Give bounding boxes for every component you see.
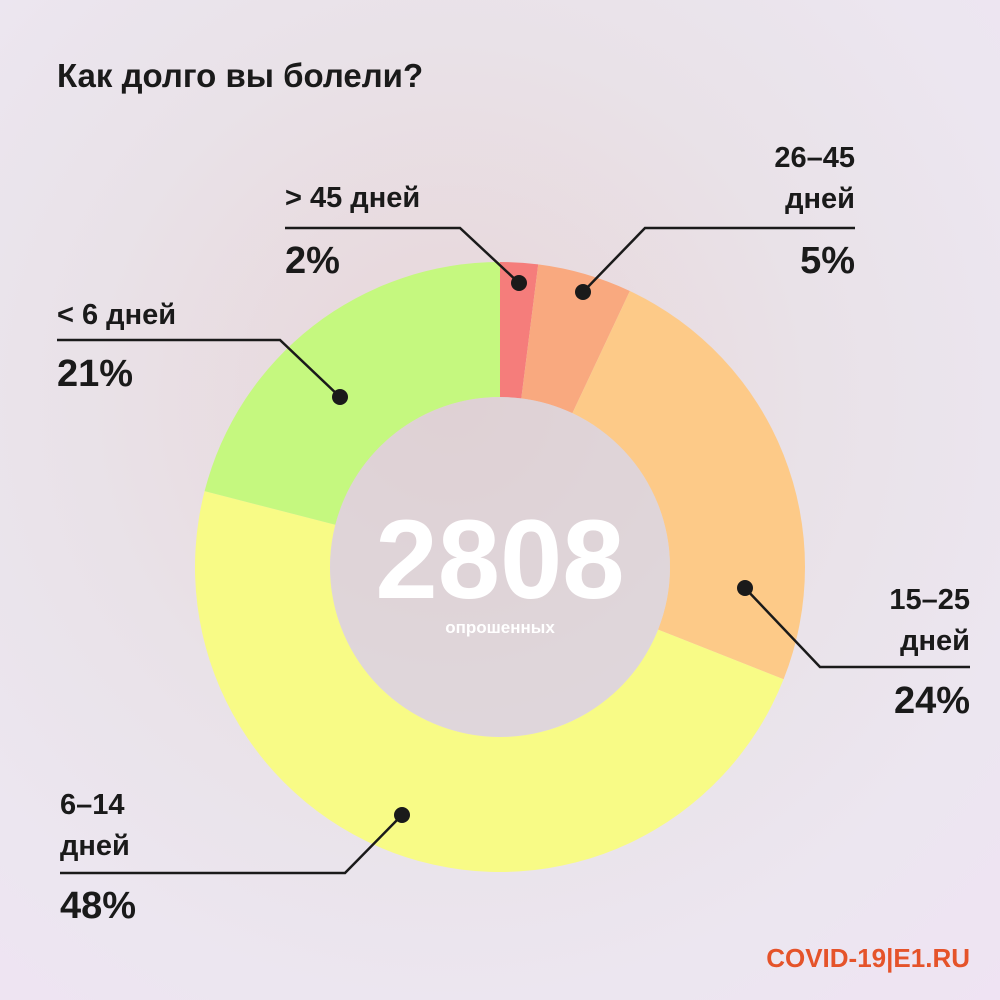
leader-line [60, 814, 403, 875]
donut-slice [204, 262, 500, 525]
leader-line [582, 226, 855, 293]
donut-slice [194, 491, 784, 873]
leader-line [744, 587, 970, 669]
leader-dot [737, 580, 753, 596]
category-label: > 45 дней [285, 182, 421, 214]
value-label: 2% [285, 240, 340, 282]
value-label: 5% [800, 240, 855, 282]
category-label: 15–25 дней [889, 584, 970, 657]
category-label: 26–45 дней [774, 142, 855, 215]
leader-dot [511, 275, 527, 291]
leader-dot [332, 389, 348, 405]
donut-hole [330, 397, 670, 737]
category-label: < 6 дней [57, 299, 177, 331]
leader-dot [575, 284, 591, 300]
value-label: 21% [57, 353, 134, 395]
leader-line [285, 226, 520, 284]
footer-logo: COVID-19|E1.RU [766, 943, 970, 973]
center-label: опрошенных [445, 618, 555, 637]
leader-line [57, 338, 341, 398]
category-label: 6–14 дней [60, 789, 130, 862]
donut-slice [521, 264, 630, 414]
center-value: 2808 [375, 497, 625, 622]
value-label: 24% [893, 680, 970, 722]
chart-title: Как долго вы болели? [57, 57, 424, 94]
leader-dot [394, 807, 410, 823]
donut-slice [500, 262, 539, 399]
value-label: 48% [60, 885, 137, 927]
